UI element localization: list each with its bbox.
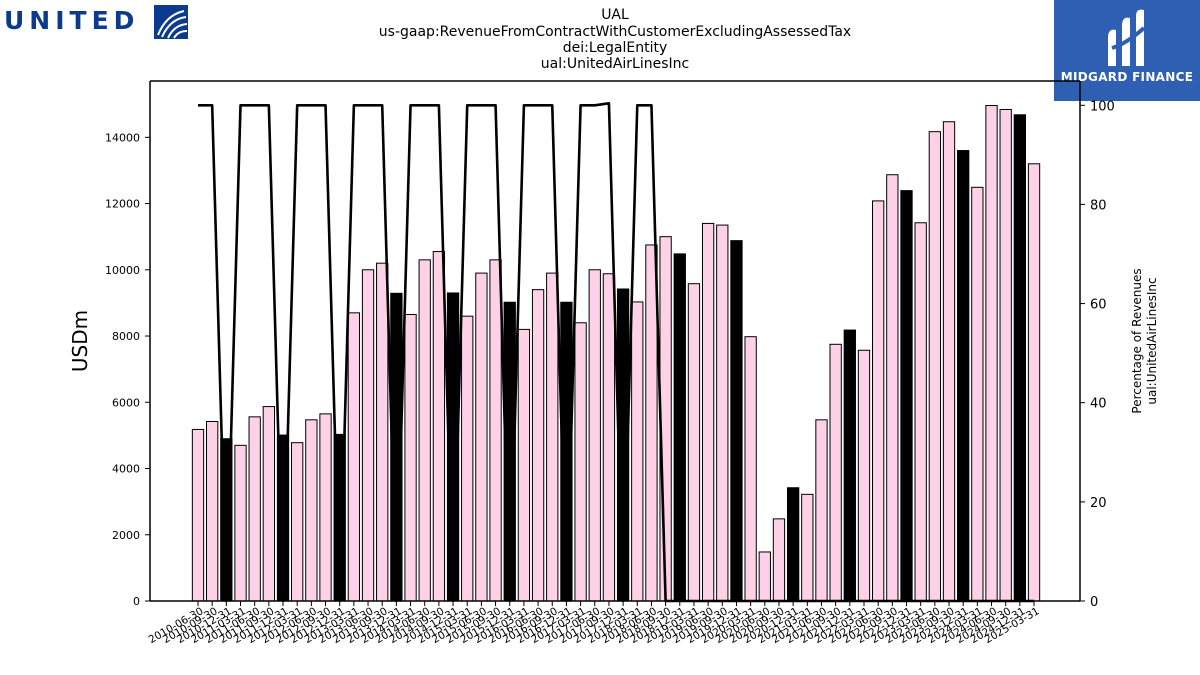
bar-2011-03-31 bbox=[234, 444, 247, 602]
bar-2021-12-31 bbox=[843, 329, 856, 602]
y2tick-label-20: 20 bbox=[1090, 496, 1107, 511]
bar-2017-06-30 bbox=[588, 269, 601, 602]
axes-group: 0 2000 4000 6000 8000 10000 12000 14000 0 20 40 60 8… bbox=[68, 80, 1159, 646]
bar-2020-09-30 bbox=[772, 518, 786, 602]
chart-title-axis: dei:LegalEntity bbox=[562, 40, 668, 56]
y2tick-label-100: 100 bbox=[1090, 99, 1115, 114]
y2tick-label-80: 80 bbox=[1090, 198, 1107, 213]
bar-2024-06-30 bbox=[985, 105, 998, 602]
midgard-brand-text: MIDGARD FINANCE bbox=[1060, 70, 1194, 84]
bar-2015-09-30 bbox=[489, 259, 502, 602]
bar-2018-12-31 bbox=[673, 253, 686, 602]
y2-axis-label-line2: ual:UnitedAirLinesInc bbox=[1145, 277, 1159, 404]
bar-2022-12-31 bbox=[900, 190, 913, 602]
bar-2023-12-31 bbox=[957, 150, 970, 602]
bar-2014-03-31 bbox=[404, 314, 417, 602]
chart-title-ticker: UAL bbox=[601, 7, 629, 23]
bar-2014-06-30 bbox=[418, 259, 431, 602]
bar-2015-03-31 bbox=[461, 315, 474, 602]
ytick-label-2000: 2000 bbox=[112, 529, 140, 542]
bar-2010-09-30 bbox=[206, 420, 219, 602]
bar-2021-06-30 bbox=[815, 419, 828, 602]
bar-2013-09-30 bbox=[376, 262, 389, 602]
bar-2025-03-31 bbox=[1027, 163, 1041, 602]
bar-2014-09-30 bbox=[432, 251, 446, 602]
bar-2015-06-30 bbox=[475, 272, 488, 602]
chart-title-concept: us-gaap:RevenueFromContractWithCustomerE… bbox=[378, 24, 852, 40]
bar-2022-09-30 bbox=[886, 174, 899, 602]
midgard-mark-icon bbox=[1108, 9, 1146, 67]
bars-group bbox=[191, 105, 1041, 602]
midgard-finance-logo: MIDGARD FINANCE bbox=[1054, 0, 1200, 101]
bar-2011-06-30 bbox=[248, 416, 261, 602]
ytick-label-14000: 14000 bbox=[105, 131, 140, 144]
bar-2020-06-30 bbox=[758, 551, 771, 602]
ytick-label-0: 0 bbox=[133, 595, 140, 608]
y2tick-label-40: 40 bbox=[1090, 397, 1107, 412]
bar-2020-12-31 bbox=[786, 487, 800, 602]
bar-2011-09-30 bbox=[262, 406, 276, 602]
bar-2018-03-31 bbox=[631, 301, 644, 602]
united-wordmark: UNITED bbox=[4, 6, 140, 35]
bar-2024-09-30 bbox=[999, 108, 1012, 602]
bar-2017-09-30 bbox=[602, 273, 616, 602]
bar-2016-03-31 bbox=[517, 328, 531, 602]
bar-2023-03-31 bbox=[914, 222, 927, 602]
bar-2019-06-30 bbox=[701, 222, 715, 602]
y2tick-label-60: 60 bbox=[1090, 298, 1107, 313]
chart-title-member: ual:UnitedAirLinesInc bbox=[540, 56, 690, 72]
bar-2013-03-31 bbox=[347, 312, 361, 602]
bar-2016-06-30 bbox=[531, 289, 545, 602]
bar-2012-03-31 bbox=[291, 442, 304, 602]
bar-2022-06-30 bbox=[872, 200, 885, 602]
bar-2019-03-31 bbox=[687, 283, 701, 602]
ytick-label-10000: 10000 bbox=[105, 264, 140, 277]
bar-2012-09-30 bbox=[319, 413, 332, 602]
bar-2022-03-31 bbox=[857, 349, 871, 602]
ytick-label-12000: 12000 bbox=[105, 198, 140, 211]
bar-2020-03-31 bbox=[744, 336, 757, 602]
bar-2012-06-30 bbox=[305, 419, 318, 602]
bar-2021-03-31 bbox=[801, 493, 814, 602]
bar-2018-06-30 bbox=[645, 244, 658, 602]
bar-2010-06-30 bbox=[191, 428, 205, 602]
ytick-label-4000: 4000 bbox=[112, 463, 140, 476]
bar-2016-09-30 bbox=[546, 272, 559, 602]
bar-2024-03-31 bbox=[971, 186, 984, 602]
bar-2019-12-31 bbox=[730, 240, 743, 602]
y2tick-label-0: 0 bbox=[1090, 595, 1098, 610]
bar-2023-06-30 bbox=[928, 131, 941, 602]
bar-2013-06-30 bbox=[361, 269, 375, 602]
united-logo: UNITED bbox=[0, 0, 200, 44]
y2-axis-label-line1: Percentage of Revenues bbox=[1130, 268, 1144, 413]
bar-2023-09-30 bbox=[942, 121, 956, 602]
united-globe-icon bbox=[154, 5, 188, 39]
bar-2019-09-30 bbox=[716, 224, 729, 602]
bar-2017-03-31 bbox=[574, 322, 587, 602]
bar-2021-09-30 bbox=[829, 343, 842, 602]
ytick-label-6000: 6000 bbox=[112, 396, 140, 409]
y-axis-label: USDm bbox=[68, 310, 92, 372]
bar-2024-12-31 bbox=[1013, 114, 1027, 602]
ytick-label-8000: 8000 bbox=[112, 330, 140, 343]
